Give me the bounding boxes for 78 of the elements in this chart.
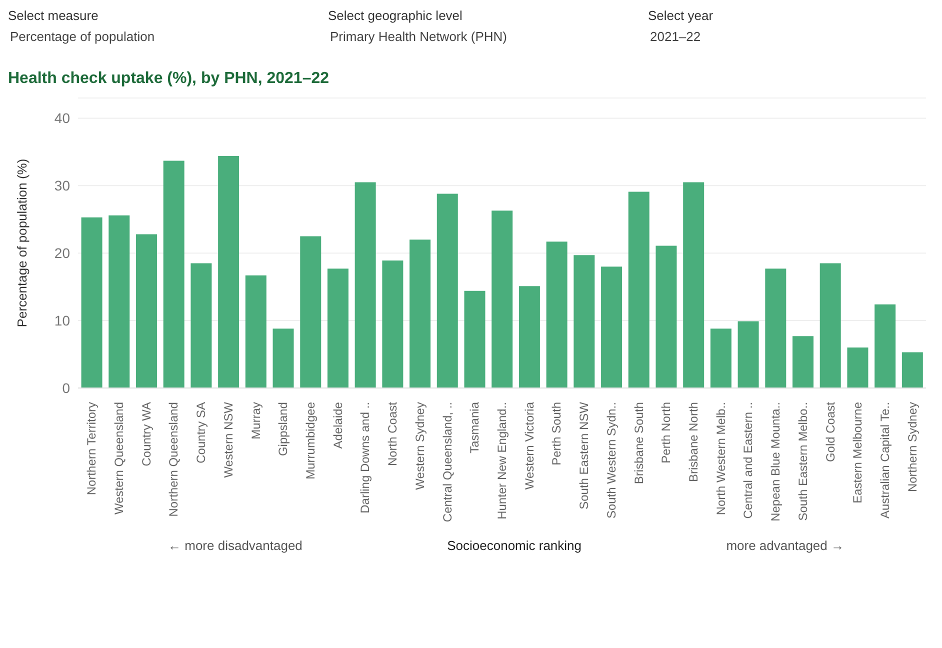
x-tick-label: Gold Coast — [823, 401, 838, 462]
text: Select geographic level — [328, 8, 464, 23]
y-tick-label: 30 — [54, 178, 70, 194]
bar — [847, 348, 868, 388]
x-tick-label: Eastern Melbourne — [850, 402, 865, 504]
bar — [820, 263, 841, 388]
bar — [300, 236, 322, 388]
x-axis-title: Socioeconomic ranking — [447, 538, 582, 553]
x-tick-label: Perth South — [550, 402, 564, 466]
x-tick-label: Gippsland — [276, 402, 290, 456]
y-axis-title: Percentage of population (%) — [14, 158, 30, 328]
x-tick-label: Murray — [248, 402, 263, 440]
bar — [765, 268, 786, 388]
x-tick-label: Australian Capital Te.. — [878, 402, 892, 519]
x-tick-label: Northern Queensland — [166, 402, 181, 517]
bar — [656, 246, 677, 388]
x-tick-label: Northern Sydney — [905, 402, 920, 492]
bar — [902, 352, 923, 388]
x-tick-label: Adelaide — [330, 402, 345, 449]
x-tick-label: Central Queensland, .. — [440, 402, 454, 522]
text: ← more disadvantaged — [168, 538, 302, 553]
bar — [190, 263, 212, 388]
text: Primary Health Network (PHN) — [330, 29, 508, 44]
x-tick-label: Nepean Blue Mounta.. — [768, 402, 783, 522]
x-tick-label: Tasmania — [468, 402, 482, 454]
bar — [874, 304, 896, 388]
x-tick-label: Murrumbidgee — [304, 402, 318, 480]
x-tick-label: North Coast — [386, 401, 400, 466]
x-tick-label: Western NSW — [221, 401, 236, 478]
bar — [683, 182, 704, 388]
bar — [710, 328, 732, 388]
bar — [272, 328, 294, 388]
bar — [628, 192, 650, 388]
bar — [136, 234, 157, 388]
y-tick-label: 40 — [54, 110, 70, 126]
text: 2021–22 — [650, 29, 702, 44]
bar — [546, 242, 568, 388]
bar — [218, 156, 240, 388]
y-tick-label: 10 — [54, 312, 70, 329]
x-tick-label: South Eastern Melbo.. — [796, 402, 810, 521]
bar — [354, 182, 376, 388]
x-tick-label: Hunter New England.. — [495, 402, 509, 520]
bar — [108, 215, 130, 388]
x-tick-label: Western Queensland — [112, 402, 126, 515]
bar — [327, 268, 348, 388]
bar — [574, 255, 595, 388]
bar — [245, 275, 266, 388]
x-tick-label: Northern Territory — [84, 402, 99, 496]
x-tick-label: South Western Sydn.. — [604, 402, 618, 519]
bar — [382, 260, 404, 388]
bar — [518, 286, 540, 388]
text: Select measure — [8, 8, 100, 23]
x-tick-label: Country WA — [139, 402, 154, 466]
text: more advantaged → — [726, 538, 844, 553]
text: Select year — [648, 8, 714, 23]
bar — [492, 210, 513, 388]
bar — [464, 290, 486, 388]
x-tick-label: Central and Eastern .. — [741, 402, 756, 519]
x-tick-label: Perth North — [659, 402, 674, 464]
x-tick-label: North Western Melb.. — [714, 402, 728, 516]
x-tick-label: Brisbane South — [632, 402, 646, 484]
bar — [81, 217, 102, 388]
chart-title: Health check uptake (%), by PHN, 2021–22 — [8, 70, 330, 88]
bar — [163, 160, 184, 388]
x-tick-label: Country SA — [194, 402, 208, 464]
x-tick-label: Brisbane North — [686, 402, 700, 482]
bar — [738, 321, 759, 388]
x-tick-label: Western Victoria — [522, 402, 536, 490]
bar — [792, 336, 814, 388]
x-tick-label: Western Sydney — [412, 402, 427, 490]
y-tick-label: 0 — [62, 380, 70, 396]
x-tick-label: Darling Downs and .. — [358, 402, 372, 514]
y-tick-label: 20 — [54, 245, 70, 262]
x-tick-label: South Eastern NSW — [577, 401, 592, 510]
bar — [410, 240, 431, 388]
bar — [601, 266, 622, 388]
bar — [436, 194, 458, 388]
text: Percentage of population — [10, 29, 156, 44]
